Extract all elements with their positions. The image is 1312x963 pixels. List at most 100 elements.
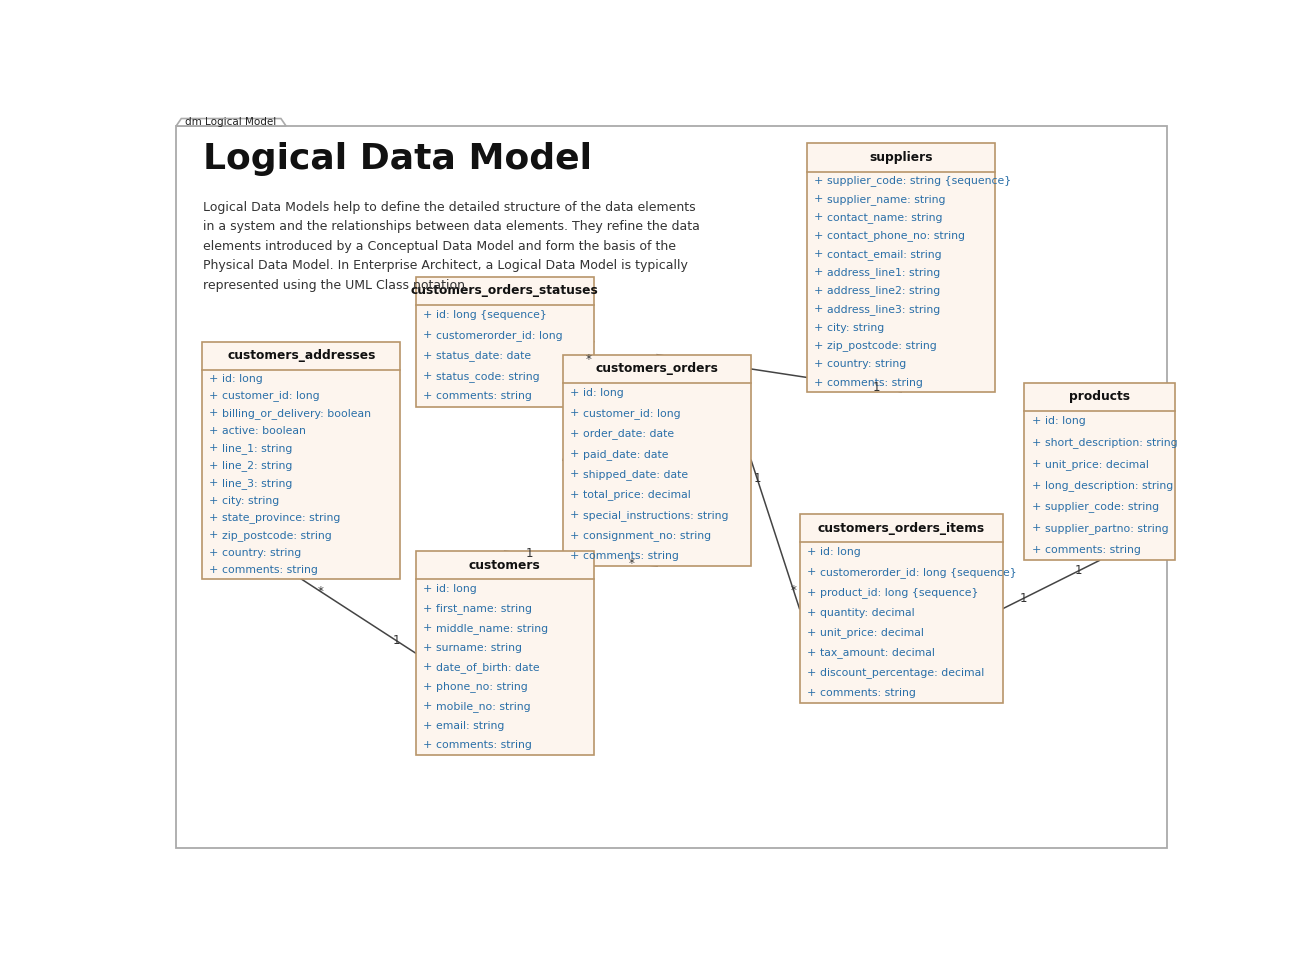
Text: +: + <box>422 663 432 672</box>
FancyBboxPatch shape <box>799 514 1002 703</box>
Text: country: string: country: string <box>828 359 907 369</box>
Text: +: + <box>815 175 824 186</box>
Text: 1: 1 <box>753 472 761 485</box>
Text: 1: 1 <box>872 381 880 395</box>
Text: +: + <box>807 608 816 617</box>
Text: quantity: decimal: quantity: decimal <box>820 608 914 617</box>
Text: customer_id: long: customer_id: long <box>223 391 320 402</box>
Text: line_2: string: line_2: string <box>223 460 293 471</box>
Text: customers_orders_statuses: customers_orders_statuses <box>411 284 598 298</box>
Text: id: long: id: long <box>436 585 476 594</box>
Text: id: long: id: long <box>584 388 625 398</box>
Text: comments: string: comments: string <box>828 377 924 387</box>
Text: id: long: id: long <box>820 547 861 558</box>
Text: 1: 1 <box>392 635 400 647</box>
Text: +: + <box>807 628 816 638</box>
Text: +: + <box>422 701 432 712</box>
Text: +: + <box>1031 416 1040 427</box>
Text: unit_price: decimal: unit_price: decimal <box>1044 458 1148 470</box>
Text: customerorder_id: long: customerorder_id: long <box>436 330 563 341</box>
Text: order_date: date: order_date: date <box>584 429 674 439</box>
Text: comments: string: comments: string <box>436 741 531 750</box>
FancyBboxPatch shape <box>202 342 400 579</box>
Text: +: + <box>1031 481 1040 490</box>
Text: +: + <box>571 449 580 459</box>
Text: +: + <box>422 682 432 691</box>
Text: line_3: string: line_3: string <box>223 478 293 488</box>
Text: date_of_birth: date: date_of_birth: date <box>436 662 539 673</box>
Text: phone_no: string: phone_no: string <box>436 681 527 692</box>
Text: 1: 1 <box>1021 591 1027 605</box>
Text: 1: 1 <box>526 547 534 560</box>
Text: short_description: string: short_description: string <box>1044 437 1177 448</box>
Text: +: + <box>807 648 816 658</box>
Text: address_line2: string: address_line2: string <box>828 285 941 297</box>
Text: dm Logical Model: dm Logical Model <box>185 117 277 127</box>
Text: active: boolean: active: boolean <box>223 426 306 436</box>
Text: comments: string: comments: string <box>820 689 916 698</box>
Text: +: + <box>571 429 580 439</box>
Text: +: + <box>209 531 219 540</box>
Text: contact_email: string: contact_email: string <box>828 248 942 260</box>
Text: suppliers: suppliers <box>870 151 933 164</box>
Text: +: + <box>571 469 580 480</box>
Text: +: + <box>815 195 824 204</box>
Text: id: long: id: long <box>1044 416 1085 427</box>
Text: +: + <box>422 604 432 613</box>
Text: +: + <box>815 359 824 369</box>
Polygon shape <box>176 118 286 126</box>
Text: country: string: country: string <box>223 548 302 558</box>
Text: +: + <box>209 565 219 575</box>
FancyBboxPatch shape <box>416 276 593 406</box>
Text: long_description: string: long_description: string <box>1044 481 1173 491</box>
Text: address_line3: string: address_line3: string <box>828 303 941 315</box>
Text: +: + <box>1031 545 1040 555</box>
Text: surname: string: surname: string <box>436 642 522 653</box>
Text: +: + <box>209 513 219 523</box>
Text: +: + <box>807 668 816 678</box>
Text: contact_name: string: contact_name: string <box>828 212 943 222</box>
Text: +: + <box>815 341 824 351</box>
Text: +: + <box>815 213 824 222</box>
Text: +: + <box>422 351 432 361</box>
Text: +: + <box>571 408 580 418</box>
Text: customers_orders: customers_orders <box>596 362 719 376</box>
Text: state_province: string: state_province: string <box>223 512 341 524</box>
Text: supplier_code: string: supplier_code: string <box>1044 502 1158 512</box>
Text: paid_date: date: paid_date: date <box>584 449 669 459</box>
Text: +: + <box>209 479 219 488</box>
Text: comments: string: comments: string <box>584 551 680 560</box>
FancyBboxPatch shape <box>563 354 752 566</box>
Text: unit_price: decimal: unit_price: decimal <box>820 627 924 638</box>
Text: +: + <box>422 642 432 653</box>
Text: customerorder_id: long {sequence}: customerorder_id: long {sequence} <box>820 567 1017 578</box>
Text: supplier_partno: string: supplier_partno: string <box>1044 523 1168 534</box>
Text: +: + <box>815 377 824 387</box>
Text: customer_id: long: customer_id: long <box>584 408 681 419</box>
Text: +: + <box>807 689 816 698</box>
Text: +: + <box>1031 438 1040 448</box>
Text: +: + <box>422 623 432 634</box>
Text: +: + <box>1031 459 1040 469</box>
Text: +: + <box>422 391 432 402</box>
Text: +: + <box>422 741 432 750</box>
Text: customers_addresses: customers_addresses <box>227 350 375 362</box>
Text: comments: string: comments: string <box>223 565 319 575</box>
FancyBboxPatch shape <box>1025 382 1174 560</box>
Text: zip_postcode: string: zip_postcode: string <box>828 341 937 351</box>
Text: +: + <box>571 490 580 500</box>
Text: products: products <box>1069 390 1130 403</box>
Text: special_instructions: string: special_instructions: string <box>584 509 729 521</box>
Text: address_line1: string: address_line1: string <box>828 267 941 278</box>
Text: Logical Data Models help to define the detailed structure of the data elements
i: Logical Data Models help to define the d… <box>202 201 699 292</box>
Text: first_name: string: first_name: string <box>436 603 531 614</box>
Text: +: + <box>815 304 824 314</box>
Text: +: + <box>815 231 824 241</box>
Text: +: + <box>815 323 824 332</box>
Text: +: + <box>209 391 219 401</box>
Text: id: long {sequence}: id: long {sequence} <box>436 310 547 320</box>
Text: +: + <box>571 388 580 398</box>
FancyBboxPatch shape <box>807 143 996 392</box>
Text: comments: string: comments: string <box>436 391 531 402</box>
FancyBboxPatch shape <box>416 551 593 755</box>
